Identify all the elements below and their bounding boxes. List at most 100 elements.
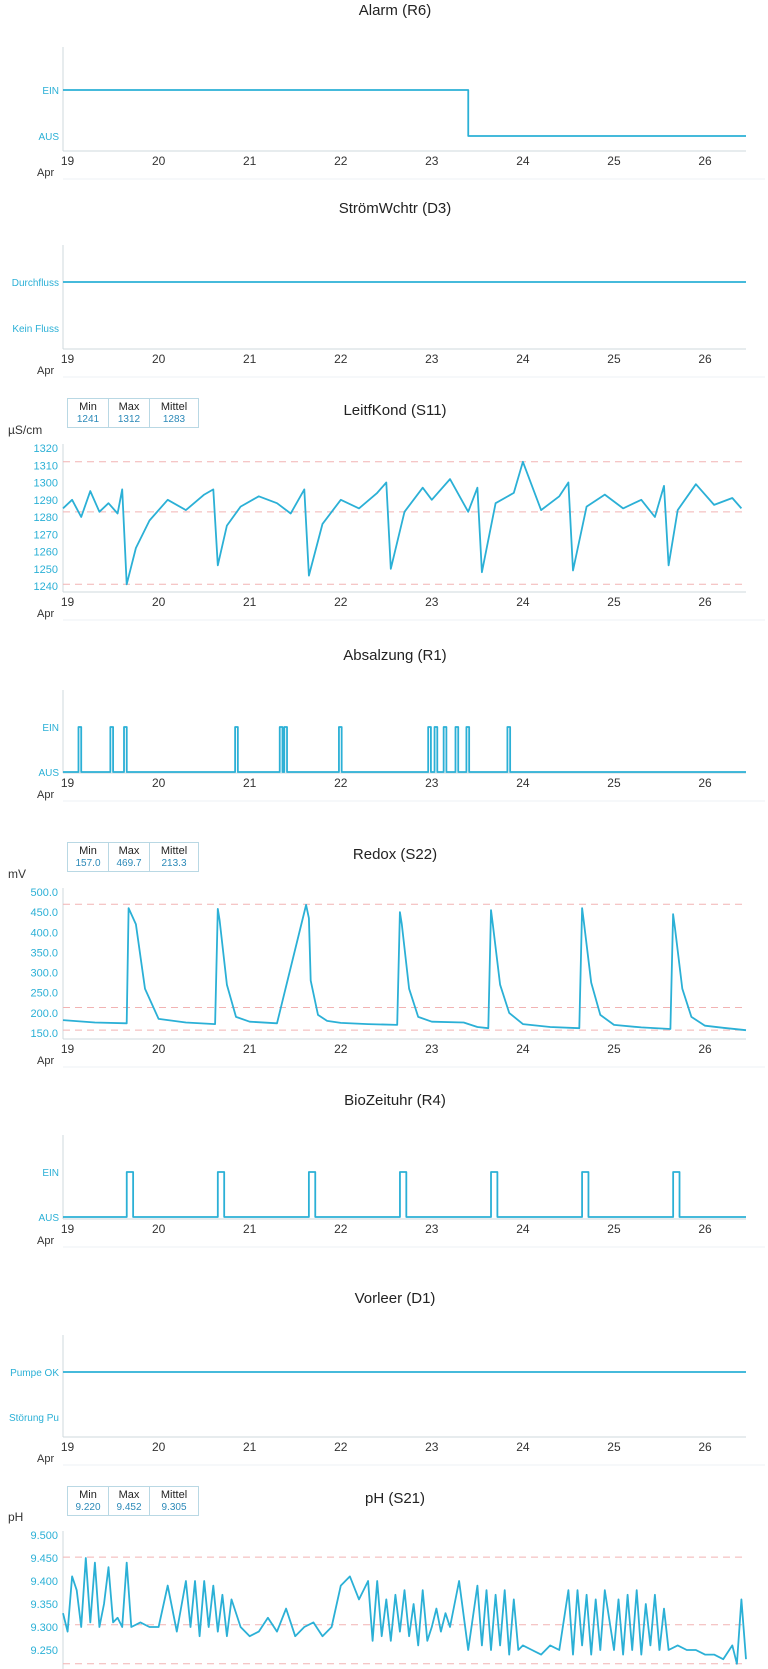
stats-column: Max 469.7 [109,843,150,871]
x-tick-label: 19 [61,1222,75,1236]
state-label-off: Störung Pu [9,1413,59,1424]
y-tick-label: 1320 [34,443,58,455]
chart-panel: StrömWchtr (D3) [62,200,765,378]
y-tick-label: 9.350 [30,1599,58,1611]
y-tick-label: 1240 [34,581,58,593]
y-tick-label: 500.0 [30,887,58,899]
x-tick-label: 19 [61,1042,75,1056]
y-tick-label: 200.0 [30,1008,58,1020]
x-tick-label: 26 [698,776,712,790]
x-tick-label: 21 [243,352,257,366]
stats-header: Mittel [160,845,188,857]
x-month-label: Apr [37,1235,54,1247]
series-line [63,89,746,137]
stats-header: Mittel [160,401,188,413]
x-tick-label: 21 [243,154,257,168]
chart-title: Vorleer (D1) [355,1290,436,1307]
x-tick-label: 23 [425,154,439,168]
x-tick-label: 19 [61,1440,75,1454]
x-tick-label: 26 [698,595,712,609]
x-tick-label: 26 [698,1440,712,1454]
chart-panel: Vorleer (D1) [62,1290,765,1466]
x-tick-label: 21 [243,595,257,609]
x-tick-label: 25 [607,154,621,168]
x-month-label: Apr [37,789,54,801]
state-label-off: AUS [38,1213,59,1224]
x-tick-label: 20 [152,352,166,366]
chart-title: BioZeituhr (R4) [344,1092,446,1109]
chart-title: Alarm (R6) [359,2,432,19]
x-tick-label: 23 [425,352,439,366]
x-tick-label: 19 [61,776,75,790]
x-tick-label: 25 [607,1222,621,1236]
y-tick-label: 1270 [34,529,58,541]
stats-column: Min 9.220 [68,1487,109,1515]
stats-column: Min 1241 [68,399,109,427]
stats-header: Min [79,845,97,857]
x-tick-label: 22 [334,352,348,366]
x-tick-label: 25 [607,1042,621,1056]
x-tick-label: 19 [61,595,75,609]
chart-title: LeitfKond (S11) [343,402,446,419]
x-tick-label: 21 [243,1042,257,1056]
x-tick-label: 23 [425,776,439,790]
chart-panel: Redox (S22) [62,846,765,1068]
stats-header: Min [79,401,97,413]
y-tick-label: 9.450 [30,1553,58,1565]
chart-panel: BioZeituhr (R4) [62,1092,765,1248]
x-tick-label: 22 [334,1222,348,1236]
state-label-off: Kein Fluss [12,324,59,335]
stats-table: Min 9.220 Max 9.452 Mittel 9.305 [67,1486,199,1516]
chart-title: pH (S21) [365,1490,425,1507]
x-tick-label: 23 [425,1042,439,1056]
state-label-on: Durchfluss [12,278,59,289]
stats-value: 1283 [162,414,186,425]
stats-header: Min [79,1489,97,1501]
x-tick-label: 24 [516,154,530,168]
x-tick-label: 21 [243,1440,257,1454]
stats-value: 9.305 [161,1502,187,1513]
x-tick-label: 20 [152,595,166,609]
y-tick-label: 450.0 [30,907,58,919]
chart-title: StrömWchtr (D3) [339,200,452,217]
stats-header: Max [118,401,140,413]
x-tick-label: 20 [152,1042,166,1056]
x-tick-label: 22 [334,1042,348,1056]
y-tick-label: 250.0 [30,988,58,1000]
state-label-on: EIN [42,86,59,97]
y-tick-label: 1310 [34,460,58,472]
x-tick-label: 24 [516,776,530,790]
x-month-label: Apr [37,608,54,620]
x-month-label: Apr [37,1453,54,1465]
series-line [62,904,747,1032]
x-tick-label: 20 [152,1222,166,1236]
x-tick-label: 20 [152,154,166,168]
chart-title: Redox (S22) [353,846,437,863]
stats-header: Max [118,1489,140,1501]
x-tick-label: 19 [61,154,75,168]
stats-column: Max 9.452 [109,1487,150,1515]
y-tick-label: 1250 [34,564,58,576]
x-tick-label: 23 [425,1222,439,1236]
x-tick-label: 20 [152,1440,166,1454]
x-tick-label: 26 [698,154,712,168]
y-tick-label: 1280 [34,512,58,524]
y-tick-label: 400.0 [30,927,58,939]
stats-table: Min 157.0 Max 469.7 Mittel 213.3 [67,842,199,872]
x-month-label: Apr [37,1055,54,1067]
y-tick-label: 150.0 [30,1028,58,1040]
stats-value: 1312 [117,414,141,425]
x-tick-label: 24 [516,352,530,366]
stats-column: Mittel 9.305 [150,1487,198,1515]
x-tick-label: 21 [243,776,257,790]
stats-column: Mittel 1283 [150,399,198,427]
x-month-label: Apr [37,365,54,377]
y-unit-label: µS/cm [8,423,42,437]
x-tick-label: 25 [607,1440,621,1454]
y-tick-label: 1290 [34,495,58,507]
x-tick-label: 26 [698,352,712,366]
x-tick-label: 24 [516,1222,530,1236]
series-line [63,726,746,773]
x-tick-label: 24 [516,1440,530,1454]
